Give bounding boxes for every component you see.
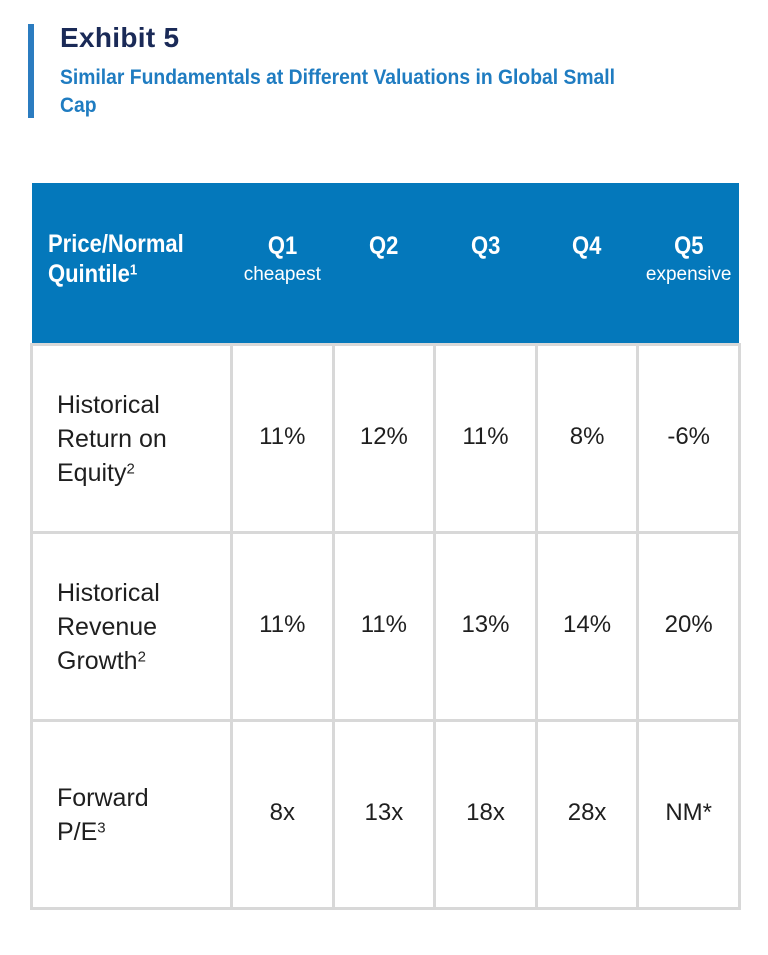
table-cell: 28x	[534, 719, 640, 910]
table-row: Historical Revenue Growth2 11% 11% 13% 1…	[30, 531, 741, 722]
exhibit-label: Exhibit 5	[60, 22, 180, 53]
footnote-marker: 2	[126, 460, 135, 477]
table-cell: 11%	[433, 343, 538, 534]
footnote-marker: 1	[129, 261, 137, 279]
footnote-marker: 2	[137, 648, 146, 665]
exhibit-title: Similar Fundamentals at Different Valuat…	[60, 66, 616, 117]
table-cell: 20%	[636, 531, 741, 722]
table-cell: 11%	[230, 531, 335, 722]
table-cell: 8x	[230, 719, 335, 910]
row-label-revenue-growth: Historical Revenue Growth2	[30, 531, 233, 722]
table-cell: 11%	[331, 531, 437, 722]
footnote-marker: 3	[97, 819, 106, 836]
row-label-return-on-equity: Historical Return on Equity2	[30, 343, 233, 534]
fundamentals-table: Price/Normal Quintile1 Q1 cheapest Q2 Q3	[30, 183, 741, 910]
table-header-row: Price/Normal Quintile1 Q1 cheapest Q2 Q3	[31, 183, 740, 345]
header-q1: Q1 cheapest	[231, 183, 334, 345]
header-q4: Q4	[536, 183, 638, 345]
table-cell: 13%	[433, 531, 538, 722]
row-label-forward-pe: Forward P/E3	[30, 719, 233, 910]
table-cell: NM*	[636, 719, 741, 910]
header-line1: Price/Normal	[47, 230, 184, 258]
table-cell: 14%	[534, 531, 640, 722]
table-row: Forward P/E3 8x 13x 18x 28x NM*	[30, 719, 741, 910]
table-cell: 11%	[230, 343, 335, 534]
header-q5: Q5 expensive	[637, 183, 740, 345]
header-price-normal-quintile: Price/Normal Quintile1	[31, 183, 232, 345]
table-cell: 18x	[433, 719, 538, 910]
header-q3: Q3	[434, 183, 537, 345]
header-q5-sub: expensive	[645, 263, 732, 285]
table-cell: 8%	[534, 343, 640, 534]
table-cell: -6%	[636, 343, 741, 534]
table-row: Historical Return on Equity2 11% 12% 11%…	[30, 343, 741, 534]
title-accent-bar	[28, 24, 34, 118]
table-cell: 12%	[331, 343, 437, 534]
exhibit-title-block: Exhibit 5 Similar Fundamentals at Differ…	[28, 22, 728, 122]
header-line2: Quintile1	[47, 260, 137, 288]
header-q2: Q2	[333, 183, 435, 345]
header-q1-sub: cheapest	[243, 263, 321, 285]
table-cell: 13x	[331, 719, 437, 910]
